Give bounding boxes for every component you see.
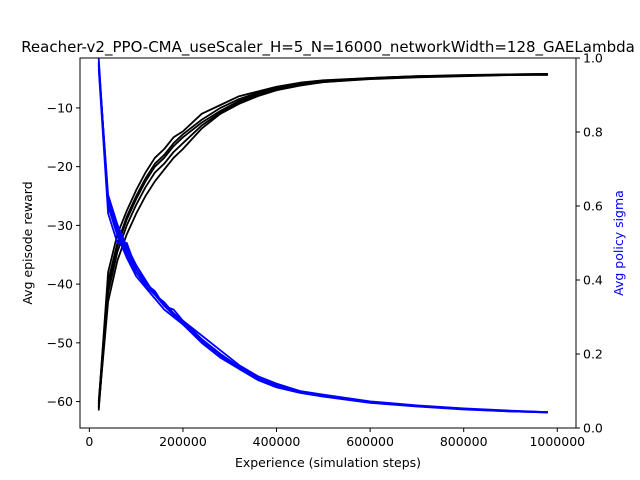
y2-tick-label: 1.0 — [583, 51, 603, 66]
y-axis-label: Avg episode reward — [20, 181, 35, 304]
y-tick-label: −60 — [47, 394, 73, 409]
y2-axis-label: Avg policy sigma — [611, 190, 626, 296]
plot-background — [80, 58, 576, 428]
series-group — [97, 58, 548, 414]
x-tick-label: 800000 — [440, 434, 488, 449]
y2-tick-label: 0.4 — [583, 273, 603, 288]
x-tick-label: 1000000 — [529, 434, 585, 449]
reward-line-5 — [97, 73, 548, 408]
y2-tick-label: 0.8 — [583, 125, 603, 140]
y-tick-label: −10 — [47, 100, 73, 115]
y2-tick-label: 0.2 — [583, 347, 603, 362]
y2-tick-label: 0.6 — [583, 199, 603, 214]
x-axis-label: Experience (simulation steps) — [235, 455, 421, 470]
y-tick-label: −50 — [47, 335, 73, 350]
x-tick-label: 600000 — [346, 434, 394, 449]
chart-title: Reacher-v2_PPO-CMA_useScaler_H=5_N=16000… — [21, 38, 635, 57]
y-axis-left: −60 −50 −40 −30 −20 −10 — [47, 100, 80, 409]
y2-tick-label: 0.0 — [583, 421, 603, 436]
x-tick-label: 0 — [85, 434, 93, 449]
x-tick-label: 400000 — [253, 434, 301, 449]
y-axis-right: 0.0 0.2 0.4 0.6 0.8 1.0 — [576, 51, 603, 436]
plot-frame — [79, 57, 577, 429]
x-axis: 0 200000 400000 600000 800000 1000000 — [85, 428, 585, 449]
sigma-line-5 — [97, 63, 548, 413]
y-tick-label: −20 — [47, 159, 73, 174]
x-tick-label: 200000 — [159, 434, 207, 449]
y-tick-label: −40 — [47, 277, 73, 292]
y-tick-label: −30 — [47, 218, 73, 233]
